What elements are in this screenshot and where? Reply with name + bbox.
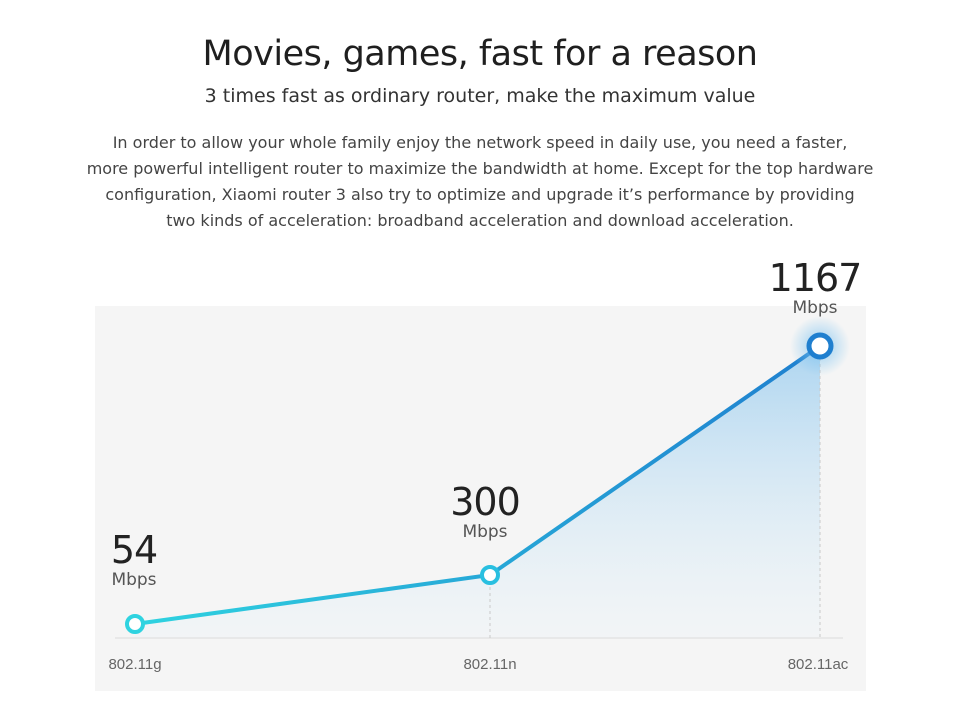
description-line: configuration, Xiaomi router 3 also try … <box>105 185 855 204</box>
data-label-1: 300 Mbps <box>425 482 545 542</box>
data-label-value: 1167 <box>768 256 863 300</box>
data-point <box>806 332 834 360</box>
data-label-2: 1167 Mbps <box>755 258 875 318</box>
x-tick-label: 802.11ac <box>787 656 849 673</box>
description-line: In order to allow your whole family enjo… <box>112 133 848 152</box>
data-label-unit: Mbps <box>462 522 508 542</box>
data-label-value: 300 <box>450 480 521 524</box>
data-point <box>480 565 500 585</box>
data-point <box>125 614 145 634</box>
description-line: two kinds of acceleration: broadband acc… <box>166 211 794 230</box>
data-label-unit: Mbps <box>792 298 838 318</box>
area-fill <box>135 346 820 638</box>
description-paragraph: In order to allow your whole family enjo… <box>70 130 890 234</box>
page-subtitle: 3 times fast as ordinary router, make th… <box>204 85 756 107</box>
data-label-0: 54 Mbps <box>74 530 194 590</box>
data-label-unit: Mbps <box>111 570 157 590</box>
page-title: Movies, games, fast for a reason <box>202 34 758 74</box>
x-tick-label: 802.11n <box>463 656 517 673</box>
x-tick-label: 802.11g <box>108 656 162 673</box>
description-line: more powerful intelligent router to maxi… <box>86 159 874 178</box>
data-label-value: 54 <box>110 528 158 572</box>
